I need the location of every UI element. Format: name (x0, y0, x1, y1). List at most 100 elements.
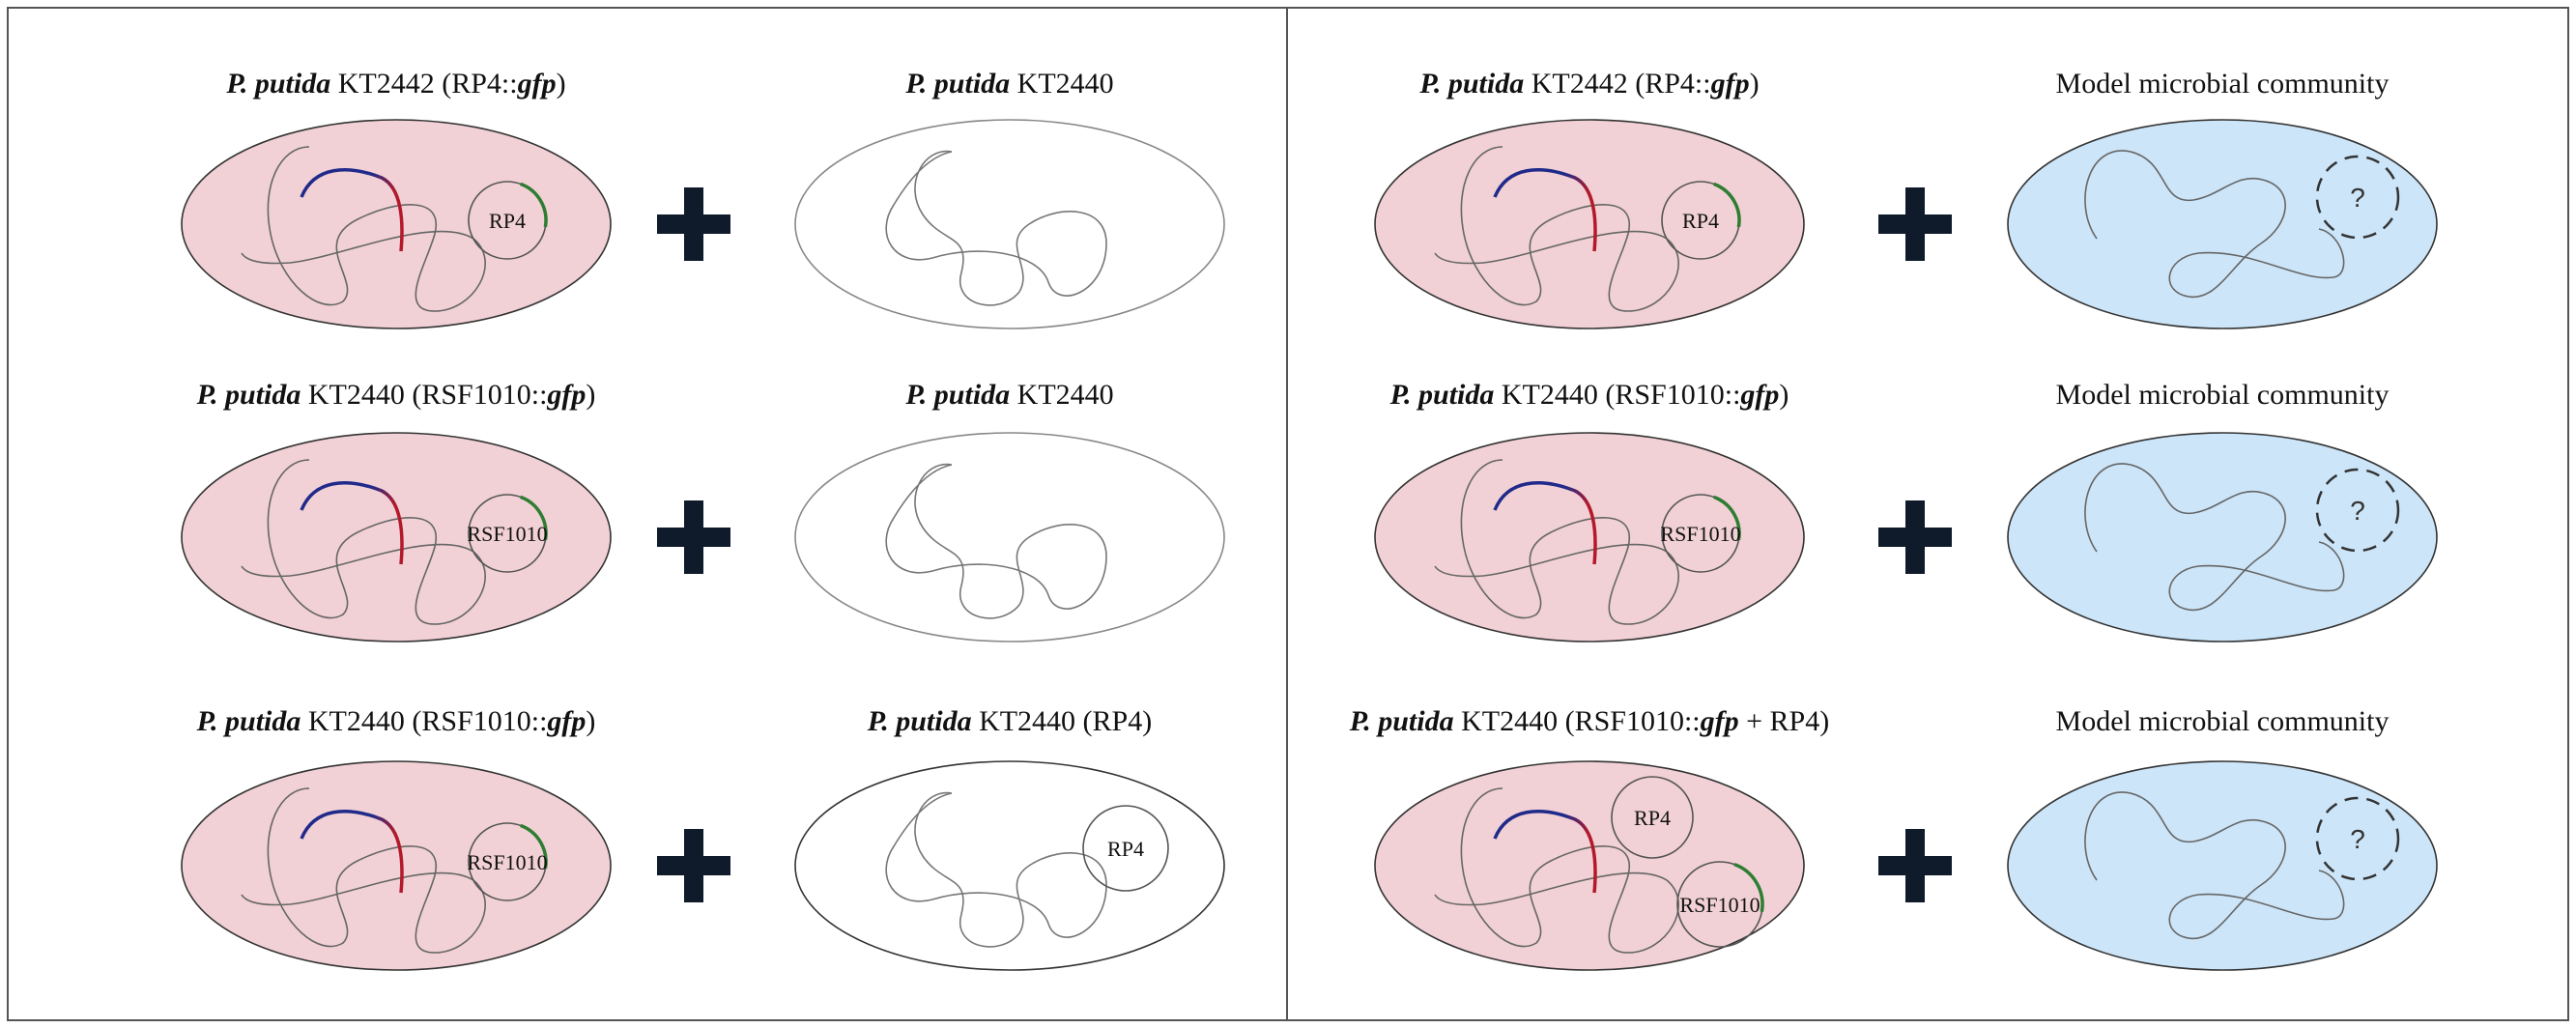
strain-name: KT2440 (1454, 705, 1559, 737)
plus-icon (1905, 829, 1925, 902)
species-name: P. putida (1349, 705, 1454, 737)
strain-name: KT2440 (301, 705, 405, 737)
plasmid-suffix: ) (586, 705, 595, 737)
strain-label: Model microbial community (2056, 379, 2390, 411)
unknown-plasmid-circle (2315, 155, 2400, 240)
plasmid-suffix: ) (557, 68, 566, 100)
plasmid-suffix: + RP4) (1739, 705, 1830, 737)
unknown-plasmid-circle (2315, 796, 2400, 881)
donor-chromosome (241, 146, 486, 312)
plasmid-suffix: ) (586, 379, 595, 411)
community-chromosome (2084, 150, 2345, 299)
strain-label: P. putida KT2440 (RSF1010::gfp) (1389, 379, 1789, 411)
strain-label: P. putida KT2440 (904, 68, 1113, 100)
strain-name: KT2440 (RP4) (972, 705, 1153, 737)
recipient-chromosome (885, 791, 1107, 948)
unknown-plasmid-circle (2315, 468, 2400, 553)
plasmid-suffix: ) (1750, 68, 1760, 100)
plasmid-prefix: (RSF1010:: (405, 705, 548, 737)
species-name: P. putida (904, 68, 1010, 100)
strain-label: Model microbial community (2056, 68, 2390, 100)
species-name: P. putida (225, 68, 330, 100)
community-chromosome (2084, 791, 2345, 940)
donor-chromosome (241, 787, 486, 954)
panel-right-frame (1286, 7, 2569, 1021)
strain-label: P. putida KT2440 (RSF1010::gfp) (196, 705, 596, 737)
plasmid-label: RSF1010 (1660, 522, 1740, 546)
strain-label: P. putida KT2440 (904, 379, 1113, 411)
plasmid-label: RP4 (1682, 209, 1719, 233)
strain-label: P. putida KT2442 (RP4::gfp) (1418, 68, 1759, 100)
plasmid-label: RSF1010 (467, 522, 547, 546)
recipient-chromosome (885, 150, 1107, 306)
plus-icon (1905, 500, 1925, 574)
species-name: P. putida (867, 705, 972, 737)
species-name: P. putida (1389, 379, 1495, 411)
plasmid-prefix: (RP4:: (1628, 68, 1711, 100)
recipient-cell (794, 432, 1225, 642)
gfp-tag: gfp (517, 68, 557, 100)
unknown-plasmid-label: ? (2350, 496, 2365, 526)
plus-icon (684, 500, 703, 574)
recipient-cell (794, 119, 1225, 329)
community-cell (2007, 119, 2438, 329)
chromosome-gfp-insert-arc (1493, 809, 1597, 894)
strain-label: P. putida KT2442 (RP4::gfp) (225, 68, 565, 100)
strain-name: KT2440 (1494, 379, 1598, 411)
plasmid-suffix: ) (1779, 379, 1789, 411)
donor-chromosome (1434, 787, 1679, 954)
species-name: P. putida (1418, 68, 1524, 100)
gfp-plasmid-arc (520, 823, 548, 870)
gfp-tag: gfp (1739, 379, 1779, 411)
gfp-plasmid-arc (1713, 182, 1741, 228)
chromosome-gfp-insert-arc (1493, 480, 1597, 565)
plasmid-prefix: (RSF1010:: (1598, 379, 1741, 411)
strain-name: KT2442 (1524, 68, 1628, 100)
chromosome-gfp-insert-arc (300, 167, 404, 252)
plasmid-label: RP4 (1634, 806, 1671, 830)
species-name: P. putida (196, 379, 301, 411)
gfp-plasmid-arc (520, 182, 548, 228)
community-label: Model microbial community (2056, 379, 2390, 411)
strain-label: P. putida KT2440 (RP4) (867, 705, 1152, 737)
community-label: Model microbial community (2056, 68, 2390, 100)
species-name: P. putida (196, 705, 301, 737)
unknown-plasmid-label: ? (2350, 824, 2365, 854)
plasmid-circle (1611, 776, 1694, 859)
strain-label: Model microbial community (2056, 705, 2390, 737)
community-cell (2007, 432, 2438, 642)
species-name: P. putida (904, 379, 1010, 411)
recipient-chromosome (885, 463, 1107, 619)
plasmid-label: RSF1010 (467, 850, 547, 874)
plasmid-circle (1082, 805, 1169, 892)
chromosome-gfp-insert-arc (300, 480, 404, 565)
strain-name: KT2440 (1010, 379, 1114, 411)
plasmid-label: RSF1010 (1679, 893, 1760, 917)
gfp-plasmid-arc (1733, 863, 1764, 912)
strain-label: P. putida KT2440 (RSF1010::gfp + RP4) (1349, 705, 1829, 737)
recipient-cell (794, 760, 1225, 971)
strain-label: P. putida KT2440 (RSF1010::gfp) (196, 379, 596, 411)
plasmid-label: RP4 (1107, 837, 1144, 861)
community-label: Model microbial community (2056, 705, 2390, 737)
chromosome-gfp-insert-arc (1493, 167, 1597, 252)
chromosome-gfp-insert-arc (300, 809, 404, 894)
donor-chromosome (241, 459, 486, 625)
gfp-plasmid-arc (520, 495, 548, 541)
donor-chromosome (1434, 459, 1679, 625)
community-chromosome (2084, 463, 2345, 612)
gfp-tag: gfp (546, 379, 586, 411)
plus-icon (684, 187, 703, 261)
plasmid-label: RP4 (489, 209, 526, 233)
plasmid-prefix: (RSF1010:: (1558, 705, 1701, 737)
plus-icon (684, 829, 703, 902)
unknown-plasmid-label: ? (2350, 183, 2365, 213)
strain-name: KT2442 (330, 68, 435, 100)
gfp-tag: gfp (1700, 705, 1739, 737)
plus-icon (1905, 187, 1925, 261)
plasmid-prefix: (RSF1010:: (405, 379, 548, 411)
gfp-plasmid-arc (1713, 495, 1741, 541)
strain-name: KT2440 (301, 379, 405, 411)
gfp-tag: gfp (546, 705, 586, 737)
